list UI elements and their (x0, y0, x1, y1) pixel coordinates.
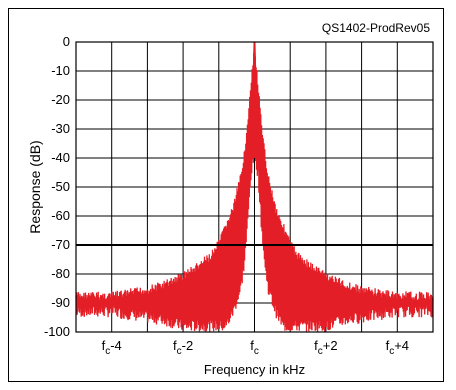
y-tick-label: -40 (51, 150, 70, 165)
x-tick-label: fc-4 (102, 338, 122, 357)
plot-area (75, 41, 434, 333)
x-axis-label: Frequency in kHz (204, 362, 305, 377)
center-peak (250, 41, 259, 159)
chart-title: QS1402-ProdRev05 (322, 21, 430, 35)
y-tick-label: -20 (51, 92, 70, 107)
y-tick-label: -30 (51, 121, 70, 136)
x-tick-label: fc+2 (314, 338, 337, 357)
x-axis-ticks: fc-4 fc-2 fc fc+2 fc+4 (102, 338, 409, 357)
y-axis-ticks: 0 -10 -20 -30 -40 -50 -60 -70 -80 -90 -100 (44, 34, 70, 339)
y-tick-label: -50 (51, 179, 70, 194)
x-tick-label: fc-2 (173, 338, 193, 357)
y-tick-label: -60 (51, 208, 70, 223)
y-tick-label: -70 (51, 237, 70, 252)
x-tick-label: fc (250, 338, 259, 357)
y-tick-label: -90 (51, 295, 70, 310)
y-tick-label: 0 (63, 34, 70, 49)
y-tick-label: -100 (44, 324, 70, 339)
y-tick-label: -10 (51, 63, 70, 78)
y-tick-label: -80 (51, 266, 70, 281)
y-axis-label: Response (dB) (27, 140, 43, 233)
x-tick-label: fc+4 (386, 338, 409, 357)
